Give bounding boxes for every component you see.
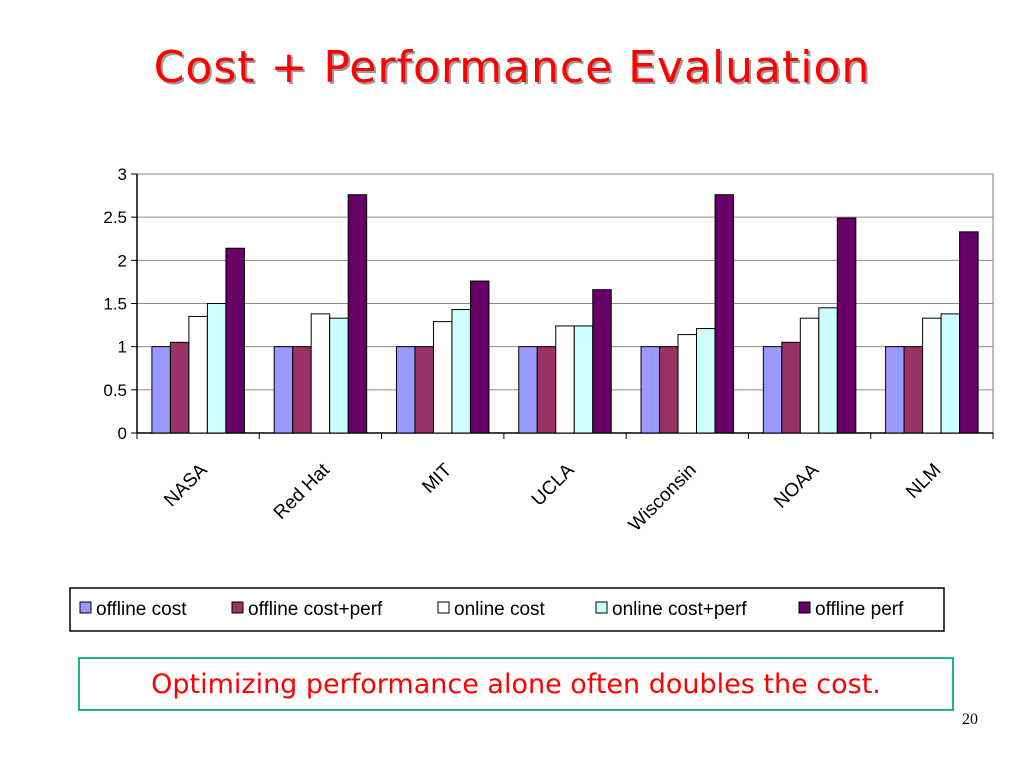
legend-swatch bbox=[798, 601, 811, 614]
x-tick-label: NOAA bbox=[770, 459, 823, 512]
bar-offline-perf bbox=[225, 247, 245, 434]
y-tick-label: 1 bbox=[118, 338, 127, 357]
bar-online-cost bbox=[922, 317, 942, 434]
bar-offline-cost bbox=[395, 346, 416, 434]
bar-offline-perf bbox=[347, 194, 368, 434]
bar-offline-cost-perf bbox=[659, 346, 679, 434]
bar-online-cost-perf bbox=[329, 317, 349, 434]
bar-offline-cost-perf bbox=[781, 341, 801, 434]
bar-online-cost bbox=[555, 325, 575, 434]
legend-swatch bbox=[79, 601, 92, 614]
bar-offline-cost bbox=[640, 346, 661, 434]
y-axis-label: Cost normalized by offline co bbox=[48, 205, 69, 470]
bar-offline-cost-perf bbox=[414, 346, 434, 434]
x-tick-label: Red Hat bbox=[270, 459, 335, 524]
bar-online-cost-perf bbox=[818, 307, 838, 434]
x-tick-label: Wisconsin bbox=[625, 460, 701, 536]
legend-label: online cost+perf bbox=[612, 599, 747, 620]
bar-online-cost bbox=[188, 315, 208, 434]
legend-label: offline cost+perf bbox=[248, 599, 383, 620]
bar-offline-cost-perf bbox=[536, 346, 557, 434]
slide-title: Cost + Performance Evaluation bbox=[153, 42, 871, 93]
bar-offline-perf bbox=[592, 289, 612, 434]
bar-offline-cost-perf bbox=[903, 346, 924, 434]
legend-swatch bbox=[437, 601, 450, 614]
bar-online-cost bbox=[310, 313, 331, 434]
bar-online-cost-perf bbox=[696, 328, 716, 434]
page-number: 20 bbox=[962, 711, 978, 728]
bar-offline-cost bbox=[885, 346, 905, 434]
bar-online-cost-perf bbox=[573, 325, 594, 434]
y-tick-label: 3 bbox=[118, 165, 127, 184]
bar-online-cost-perf bbox=[451, 309, 471, 434]
bar-offline-cost bbox=[762, 346, 783, 434]
bar-offline-perf bbox=[959, 231, 979, 434]
bar-online-cost bbox=[677, 334, 698, 434]
callout-text: Optimizing performance alone often doubl… bbox=[151, 668, 881, 700]
x-tick-label: MIT bbox=[418, 459, 456, 497]
bar-offline-cost bbox=[151, 346, 171, 434]
bar-offline-cost-perf bbox=[292, 346, 312, 434]
y-tick-label: 2 bbox=[118, 251, 127, 270]
bar-offline-cost bbox=[273, 346, 294, 434]
legend-label: offline perf bbox=[815, 599, 904, 620]
y-tick-label: 0 bbox=[118, 424, 127, 443]
x-tick-label: NLM bbox=[902, 460, 945, 503]
x-tick-label: UCLA bbox=[528, 459, 579, 510]
y-tick-label: 0.5 bbox=[103, 381, 127, 400]
legend-swatch bbox=[595, 601, 608, 614]
bar-offline-perf bbox=[469, 280, 490, 434]
bar-online-cost-perf bbox=[206, 303, 227, 434]
bar-offline-cost bbox=[518, 346, 538, 434]
bar-online-cost bbox=[799, 317, 820, 434]
bar-offline-perf bbox=[836, 217, 857, 434]
callout-box: Optimizing performance alone often doubl… bbox=[78, 657, 954, 711]
bar-online-cost bbox=[432, 321, 453, 434]
bar-offline-cost-perf bbox=[169, 341, 190, 434]
bar-online-cost-perf bbox=[940, 313, 961, 434]
legend-label: offline cost bbox=[96, 599, 187, 620]
bar-offline-perf bbox=[714, 194, 735, 434]
y-tick-label: 2.5 bbox=[103, 208, 127, 227]
y-tick-label: 1.5 bbox=[103, 295, 127, 314]
legend-swatch bbox=[231, 601, 244, 614]
legend bbox=[69, 587, 945, 632]
x-tick-label: NASA bbox=[160, 459, 212, 511]
legend-label: online cost bbox=[454, 599, 546, 620]
